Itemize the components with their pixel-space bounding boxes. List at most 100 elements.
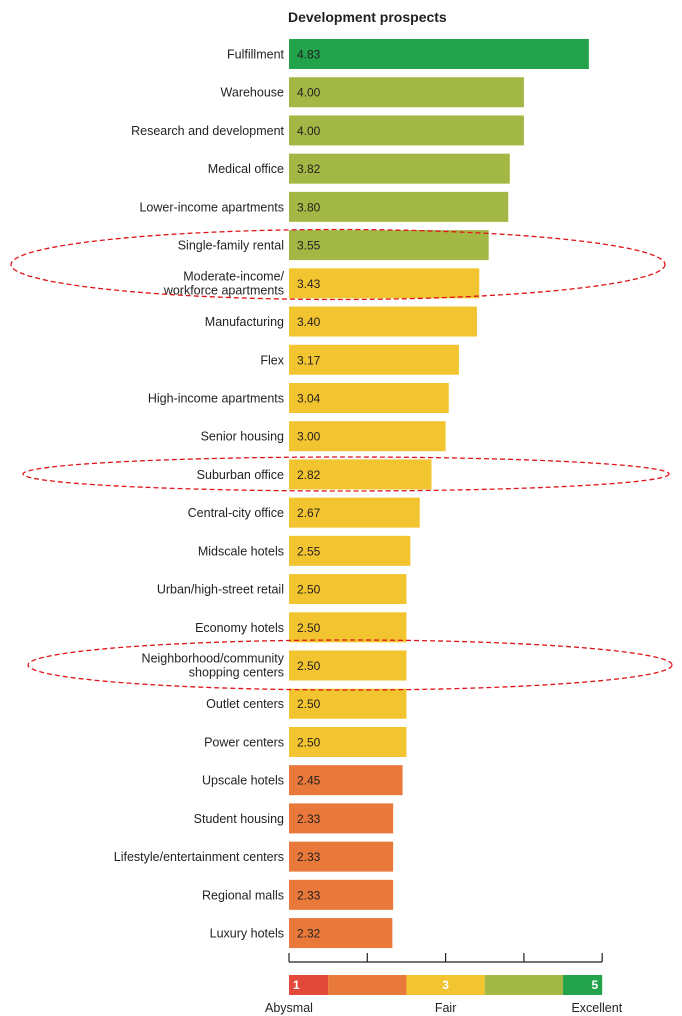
bar-senior-housing — [289, 421, 446, 452]
legend-band — [328, 975, 407, 995]
category-label-economy-hotels: Economy hotels — [195, 621, 284, 635]
legend-label-fair: Fair — [435, 1001, 457, 1015]
value-label-lower-income-apartments: 3.80 — [297, 200, 321, 214]
bar-row-power-centers: 2.50 Power centers — [204, 726, 407, 757]
category-label-suburban-office: Suburban office — [197, 468, 284, 482]
highlight-ellipse-1 — [10, 228, 666, 301]
bar-lower-income-apartments — [289, 191, 509, 222]
bar-central-city-office — [289, 497, 420, 528]
bar-single-family-rental — [289, 230, 489, 261]
value-label-regional-malls: 2.33 — [297, 888, 321, 902]
value-label-flex: 3.17 — [297, 353, 321, 367]
highlight-ellipse-3 — [27, 639, 673, 691]
bar-row-warehouse: 4.00 Warehouse — [221, 77, 524, 108]
bar-row-suburban-office: 2.82 Suburban office — [197, 459, 432, 490]
bar-row-lower-income-apartments: 3.80 Lower-income apartments — [139, 191, 509, 222]
category-label-luxury-hotels: Luxury hotels — [210, 927, 284, 941]
category-label-manufacturing: Manufacturing — [205, 315, 284, 329]
value-label-moderate-income-workforce-apartments: 3.43 — [297, 277, 321, 291]
bar-midscale-hotels — [289, 535, 411, 566]
color-scale-legend: 1 3 5 Abysmal Fair Excellent — [265, 953, 623, 1015]
bar-row-lifestyle-entertainment-centers: 2.33 Lifestyle/entertainment centers — [114, 841, 394, 872]
bar-flex — [289, 344, 459, 375]
value-label-single-family-rental: 3.55 — [297, 239, 321, 253]
bar-outlet-centers — [289, 688, 407, 719]
bar-row-medical-office: 3.82 Medical office — [208, 153, 510, 184]
category-label-midscale-hotels: Midscale hotels — [198, 544, 284, 558]
bar-urban-high-street-retail — [289, 574, 407, 605]
bar-row-single-family-rental: 3.55 Single-family rental — [178, 230, 489, 261]
bar-row-student-housing: 2.33 Student housing — [194, 803, 394, 834]
legend-band — [563, 975, 603, 995]
legend-band — [484, 975, 564, 995]
category-label-power-centers: Power centers — [204, 735, 284, 749]
category-label-single-family-rental: Single-family rental — [178, 239, 284, 253]
bar-row-economy-hotels: 2.50 Economy hotels — [195, 612, 407, 643]
bar-row-central-city-office: 2.67 Central-city office — [188, 497, 420, 528]
legend-label-excellent: Excellent — [571, 1001, 622, 1015]
bar-row-flex: 3.17 Flex — [260, 344, 459, 375]
legend-band-number: 1 — [293, 978, 300, 992]
value-label-upscale-hotels: 2.45 — [297, 774, 321, 788]
category-label-high-income-apartments: High-income apartments — [148, 391, 284, 405]
value-label-warehouse: 4.00 — [297, 86, 321, 100]
bar-row-upscale-hotels: 2.45 Upscale hotels — [202, 765, 403, 796]
category-label-central-city-office: Central-city office — [188, 506, 284, 520]
category-label-regional-malls: Regional malls — [202, 888, 284, 902]
category-label-research-and-development: Research and development — [131, 124, 284, 138]
value-label-high-income-apartments: 3.04 — [297, 391, 321, 405]
legend-band-number: 3 — [442, 978, 449, 992]
category-label-medical-office: Medical office — [208, 162, 284, 176]
bar-row-regional-malls: 2.33 Regional malls — [202, 879, 394, 910]
bar-power-centers — [289, 726, 407, 757]
bar-row-research-and-development: 4.00 Research and development — [131, 115, 524, 146]
value-label-research-and-development: 4.00 — [297, 124, 321, 138]
category-label-lower-income-apartments: Lower-income apartments — [139, 200, 284, 214]
bar-suburban-office — [289, 459, 432, 490]
bar-manufacturing — [289, 306, 477, 337]
value-label-neighborhood-community-shopping-centers: 2.50 — [297, 659, 321, 673]
category-label-warehouse: Warehouse — [221, 86, 285, 100]
bar-upscale-hotels — [289, 765, 403, 796]
value-label-economy-hotels: 2.50 — [297, 621, 321, 635]
legend-label-abysmal: Abysmal — [265, 1001, 313, 1015]
bar-moderate-income-workforce-apartments — [289, 268, 480, 299]
category-label-upscale-hotels: Upscale hotels — [202, 774, 284, 788]
bar-high-income-apartments — [289, 382, 449, 413]
bar-row-fulfillment: 4.83 Fulfillment — [227, 39, 589, 69]
bar-research-and-development — [289, 115, 524, 146]
value-label-senior-housing: 3.00 — [297, 430, 321, 444]
bar-economy-hotels — [289, 612, 407, 643]
category-label-urban-high-street-retail: Urban/high-street retail — [157, 583, 284, 597]
highlight-ellipses — [10, 228, 673, 691]
value-label-central-city-office: 2.67 — [297, 506, 321, 520]
bar-row-luxury-hotels: 2.32 Luxury hotels — [210, 918, 393, 949]
bars-group: 4.83 Fulfillment 4.00 Warehouse 4.00 Research… — [114, 39, 589, 949]
category-label-outlet-centers: Outlet centers — [206, 697, 284, 711]
category-label-fulfillment: Fulfillment — [227, 48, 284, 62]
highlight-ellipse-2 — [22, 456, 670, 492]
bar-row-manufacturing: 3.40 Manufacturing — [205, 306, 477, 337]
value-label-luxury-hotels: 2.32 — [297, 927, 321, 941]
bar-row-midscale-hotels: 2.55 Midscale hotels — [198, 535, 411, 566]
bar-medical-office — [289, 153, 510, 184]
value-label-lifestyle-entertainment-centers: 2.33 — [297, 850, 321, 864]
legend-band — [289, 975, 329, 995]
value-label-outlet-centers: 2.50 — [297, 697, 321, 711]
bar-row-neighborhood-community-shopping-centers: 2.50 Neighborhood/community shopping cente… — [142, 650, 407, 681]
value-label-fulfillment: 4.83 — [297, 48, 321, 62]
bar-student-housing — [289, 803, 394, 834]
bar-luxury-hotels — [289, 918, 393, 949]
category-label-lifestyle-entertainment-centers: Lifestyle/entertainment centers — [114, 850, 284, 864]
bar-row-urban-high-street-retail: 2.50 Urban/high-street retail — [157, 574, 407, 605]
category-label-flex: Flex — [260, 353, 284, 367]
bar-regional-malls — [289, 879, 394, 910]
value-label-suburban-office: 2.82 — [297, 468, 321, 482]
value-label-urban-high-street-retail: 2.50 — [297, 583, 321, 597]
bar-row-moderate-income-workforce-apartments: 3.43 Moderate-income/workforce apartments — [163, 268, 480, 299]
category-label-neighborhood-community-shopping-centers: Neighborhood/community shopping centers — [142, 652, 285, 680]
value-label-midscale-hotels: 2.55 — [297, 544, 321, 558]
chart-title: Development prospects — [288, 9, 447, 25]
bar-lifestyle-entertainment-centers — [289, 841, 394, 872]
